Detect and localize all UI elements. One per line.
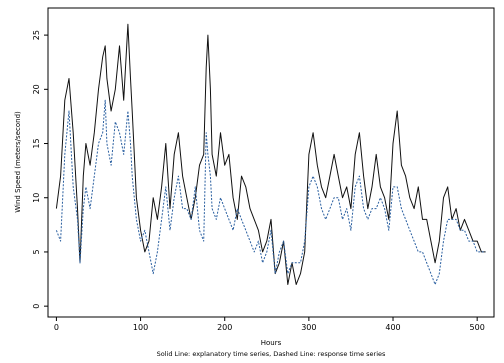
y-axis-title: Wind Speed (meters/second) (14, 111, 22, 213)
x-tick-label: 100 (133, 323, 148, 332)
x-tick-label: 400 (385, 323, 400, 332)
y-tick-label: 25 (32, 30, 41, 40)
series-line-response (55, 99, 486, 285)
y-tick-label: 5 (32, 249, 41, 254)
y-tick-label: 20 (32, 84, 41, 94)
y-tick-label: 10 (32, 193, 41, 203)
plot-frame (47, 7, 495, 318)
series-layer (55, 23, 486, 285)
y-tick-label: 15 (32, 138, 41, 148)
x-tick-label: 500 (470, 323, 485, 332)
y-tick-label: 0 (32, 304, 41, 309)
series-line-explanatory (55, 23, 486, 285)
plot-area (47, 7, 495, 318)
y-axis: 0 5 10 15 20 25 (32, 30, 48, 309)
x-tick-label: 300 (301, 323, 316, 332)
x-tick-label: 0 (54, 323, 59, 332)
chart-caption: Solid Line: explanatory time series, Das… (157, 350, 386, 358)
x-axis: 0 100 200 300 400 500 (54, 317, 485, 332)
x-tick-label: 200 (217, 323, 232, 332)
x-axis-title: Hours (261, 339, 282, 347)
